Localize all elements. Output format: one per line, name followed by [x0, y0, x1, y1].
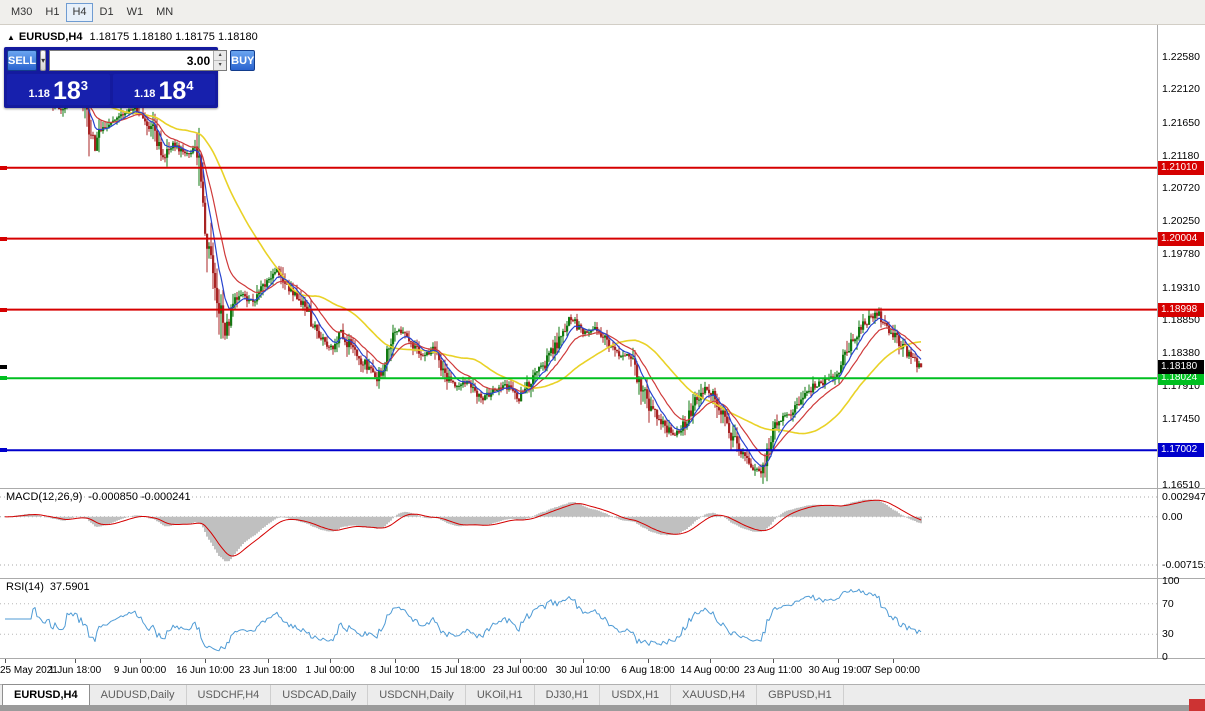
volume-increase-button[interactable]: ▴ [214, 51, 227, 61]
trade-controls-row: SELL ▾ ▴ ▾ BUY [7, 50, 256, 71]
time-axis-label: 6 Aug 18:00 [621, 665, 675, 676]
macd-values: -0.000850 -0.000241 [88, 491, 191, 503]
time-axis-tick [773, 659, 774, 663]
buy-button[interactable]: BUY [230, 50, 256, 71]
time-axis-tick [5, 659, 6, 663]
time-axis-label: 23 Aug 11:00 [743, 665, 803, 676]
rsi-name: RSI(14) [6, 581, 44, 593]
chart-tab-usdx-h1[interactable]: USDX,H1 [600, 685, 672, 705]
time-axis-tick [395, 659, 396, 663]
trade-prices-row: 1.18 18 3 1.18 18 4 [7, 74, 215, 105]
chart-tab-ukoil-h1[interactable]: UKOil,H1 [466, 685, 535, 705]
time-axis-label: 8 Jul 10:00 [370, 665, 420, 676]
bid-pip-digit: 3 [80, 78, 88, 93]
macd-rsi-divider[interactable] [0, 578, 1205, 579]
time-axis-label: 23 Jun 18:00 [239, 665, 297, 676]
volume-field: ▴ ▾ [49, 50, 228, 71]
time-axis-label: 25 May 2021 [0, 665, 58, 676]
time-axis-tick [893, 659, 894, 663]
chart-header: ▲ EURUSD,H4 1.18175 1.18180 1.18175 1.1818… [7, 31, 258, 43]
time-axis-tick [710, 659, 711, 663]
chart-tab-usdcad-daily[interactable]: USDCAD,Daily [271, 685, 369, 705]
time-axis-tick [140, 659, 141, 663]
volume-preset-button[interactable]: ▾ [40, 50, 47, 71]
time-axis-label: 15 Jul 18:00 [430, 665, 486, 676]
chart-tab-gbpusd-h1[interactable]: GBPUSD,H1 [757, 685, 844, 705]
macd-indicator-label: MACD(12,26,9) -0.000850 -0.000241 [6, 491, 191, 503]
timeframe-button-m30[interactable]: M30 [5, 3, 38, 22]
volume-decrease-button[interactable]: ▾ [214, 61, 227, 70]
ask-big-digits: 18 [158, 77, 187, 105]
time-axis-label: 23 Jul 00:00 [492, 665, 548, 676]
time-axis-label: 1 Jun 18:00 [48, 665, 102, 676]
timeframe-button-mn[interactable]: MN [150, 3, 179, 22]
time-axis-tick [838, 659, 839, 663]
chart-tab-audusd-daily[interactable]: AUDUSD,Daily [90, 685, 187, 705]
collapse-chart-icon[interactable]: ▲ [7, 33, 15, 42]
ask-prefix: 1.18 [134, 88, 156, 100]
time-axis-label: 30 Aug 19:00 [808, 665, 868, 676]
main-macd-divider[interactable] [0, 488, 1205, 489]
chevron-down-icon: ▾ [41, 56, 46, 65]
time-axis-label: 14 Aug 00:00 [680, 665, 740, 676]
time-axis-label: 9 Jun 00:00 [113, 665, 167, 676]
time-axis-tick [583, 659, 584, 663]
time-axis-tick [520, 659, 521, 663]
time-axis: 25 May 2021 1 Jun 18:00 9 Jun 00:00 16 Jun … [0, 659, 1157, 683]
rsi-value: 37.5901 [49, 581, 90, 593]
rsi-indicator-label: RSI(14) 37.5901 [6, 581, 90, 593]
time-axis-label: 30 Jul 10:00 [555, 665, 611, 676]
macd-name: MACD(12,26,9) [6, 491, 83, 503]
timeframe-button-w1[interactable]: W1 [121, 3, 150, 22]
bid-price[interactable]: 1.18 18 3 [7, 74, 110, 105]
timeframe-button-d1[interactable]: D1 [94, 3, 120, 22]
time-axis-tick [648, 659, 649, 663]
chart-tab-eurusd-h4[interactable]: EURUSD,H4 [2, 684, 90, 705]
chart-ohlc-values: 1.18175 1.18180 1.18175 1.18180 [89, 31, 258, 43]
price-axis-separator [1157, 25, 1158, 658]
chart-tabs-bar: EURUSD,H4 AUDUSD,Daily USDCHF,H4 USDCAD,Dai… [0, 684, 1205, 705]
chart-tab-usdchf-h4[interactable]: USDCHF,H4 [187, 685, 272, 705]
time-axis-tick [205, 659, 206, 663]
bid-prefix: 1.18 [28, 88, 50, 100]
volume-spinner: ▴ ▾ [213, 51, 227, 70]
time-axis-tick [268, 659, 269, 663]
time-axis-tick [458, 659, 459, 663]
timeframe-toolbar: M30 H1 H4 D1 W1 MN [0, 0, 1205, 25]
timeframe-button-h1[interactable]: H1 [39, 3, 65, 22]
time-axis-label: 1 Jul 00:00 [305, 665, 355, 676]
time-axis-label: 16 Jun 10:00 [176, 665, 234, 676]
bid-big-digits: 18 [52, 77, 81, 105]
time-axis-tick [75, 659, 76, 663]
chart-tab-usdcnh-daily[interactable]: USDCNH,Daily [368, 685, 466, 705]
time-axis-tick [330, 659, 331, 663]
rsi-timeaxis-divider[interactable] [0, 658, 1205, 659]
sell-button[interactable]: SELL [7, 50, 38, 71]
red-corner-indicator [1189, 699, 1205, 711]
time-axis-label: 7 Sep 00:00 [866, 665, 920, 676]
bottom-strip [0, 705, 1205, 711]
timeframe-button-h4[interactable]: H4 [66, 2, 93, 22]
ask-price[interactable]: 1.18 18 4 [112, 74, 215, 105]
chart-tab-xauusd-h4[interactable]: XAUUSD,H4 [671, 685, 758, 705]
chart-symbol-title: EURUSD,H4 [18, 31, 83, 43]
volume-input[interactable] [50, 51, 214, 70]
chart-tab-dj30-h1[interactable]: DJ30,H1 [535, 685, 601, 705]
ask-pip-digit: 4 [186, 78, 194, 93]
